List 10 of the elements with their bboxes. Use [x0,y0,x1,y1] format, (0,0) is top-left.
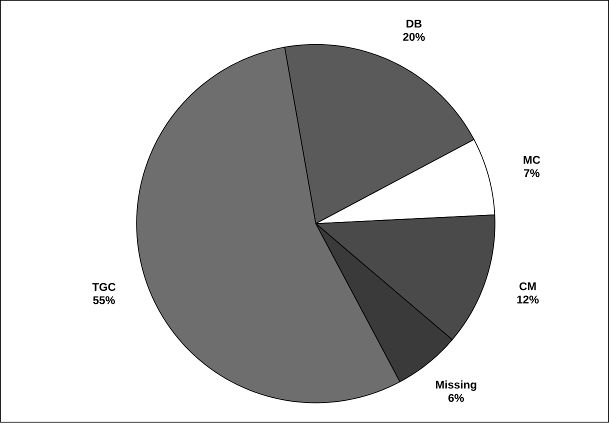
slice-label: DB [406,20,422,28]
data-label: 12% [517,296,539,304]
slice-label: CM [520,282,536,290]
slice-label: MC [524,156,540,164]
data-label: 7% [524,169,540,178]
data-label: 6% [448,394,464,402]
data-label: 55% [93,296,115,304]
slice-label: TGC [92,283,116,292]
slice-label: Missing [436,380,476,392]
data-label: 20% [403,33,425,42]
